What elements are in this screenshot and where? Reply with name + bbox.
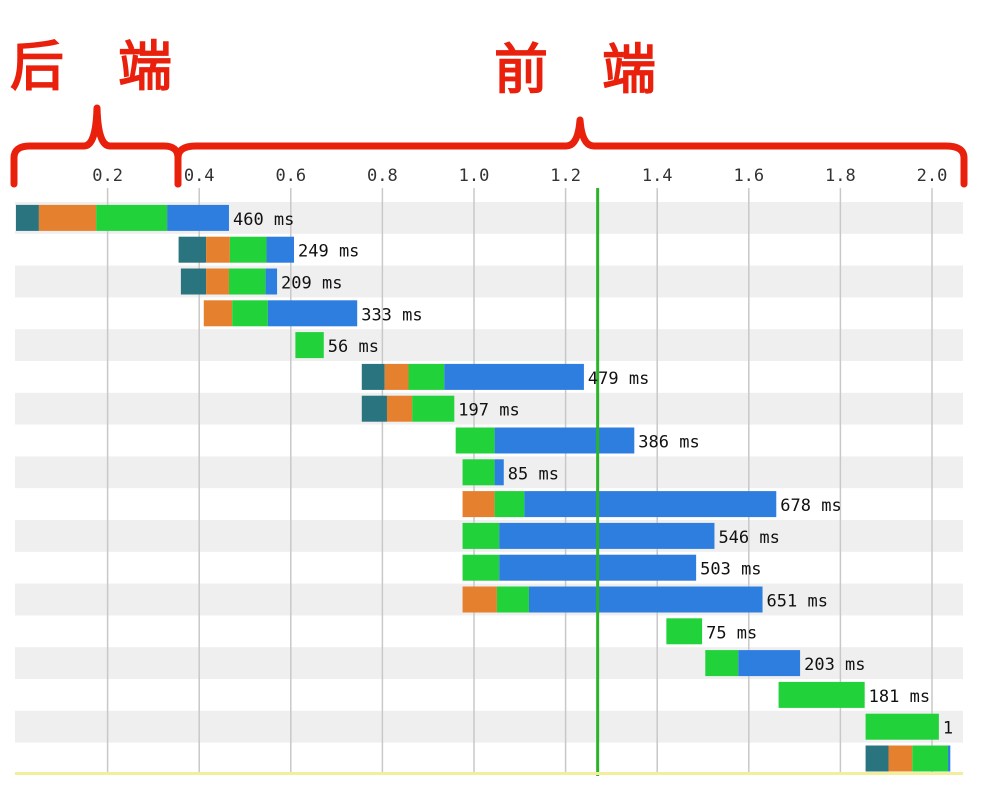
x-tick-label: 1.0 [459,166,490,186]
bar-segment-download [528,586,763,613]
bar-segment-download [494,427,635,454]
bar-segment-download [444,363,584,390]
duration-label: 181 ms [869,687,930,707]
duration-label: 85 ms [508,464,559,484]
duration-label: 197 ms [458,401,519,421]
bar-segment-ttfb [412,395,455,422]
timeline-baseline [15,772,963,775]
duration-label: 503 ms [700,560,761,580]
duration-label: 546 ms [718,528,779,548]
bar-segment-download [524,491,777,518]
bar-segment-connect [462,491,495,518]
duration-label: 1 [943,719,953,739]
backend-label: 后 端 [10,35,172,98]
duration-label: 203 ms [804,655,865,675]
bar-segment-ttfb [494,491,525,518]
bar-segment-download [948,745,951,772]
bar-segment-ttfb [232,300,268,327]
bar-segment-ttfb [229,236,267,263]
bar-segment-ttfb [455,427,495,454]
row-stripe [15,392,963,425]
frontend-brace [174,116,968,188]
bar-segment-dns [361,363,385,390]
bar-segment-connect [206,268,229,295]
duration-label: 75 ms [706,623,757,643]
bar-segment-ttfb [462,459,495,486]
request-bars [16,204,951,772]
bar-segment-dns [865,745,889,772]
duration-label: 386 ms [638,433,699,453]
bar-segment-ttfb [228,268,266,295]
bar-segment-download [265,268,278,295]
duration-label: 249 ms [298,242,359,262]
x-tick-label: 0.6 [275,166,306,186]
bar-segment-ttfb [865,713,939,740]
bar-segment-ttfb [705,650,739,677]
duration-label: 333 ms [361,305,422,325]
duration-label: 460 ms [233,210,294,230]
bar-segment-download [167,204,229,231]
backend-brace [10,104,182,188]
bar-segment-ttfb [462,522,500,549]
bar-segment-ttfb [496,586,529,613]
row-stripe [15,647,963,679]
x-tick-label: 0.4 [184,166,215,186]
bar-segment-ttfb [462,554,500,581]
duration-label: 56 ms [328,337,379,357]
bar-segment-ttfb [96,204,168,231]
bar-segment-dns [180,268,207,295]
bar-segment-ttfb [295,332,324,359]
bar-segment-connect [462,586,497,613]
bar-segment-download [266,236,295,263]
bar-segment-download [494,459,504,486]
row-stripe [15,265,963,298]
x-axis-ticks: 0.2 0.4 0.6 0.8 1.0 1.2 1.4 1.6 1.8 2.0 [92,166,947,186]
bar-segment-connect [384,363,409,390]
x-tick-label: 2.0 [917,166,948,186]
duration-label: 209 ms [281,274,342,294]
x-tick-label: 1.4 [642,166,673,186]
x-tick-label: 1.8 [825,166,856,186]
bar-segment-connect [38,204,97,231]
bar-segment-download [267,300,358,327]
bar-segment-connect [203,300,233,327]
bar-segment-connect [888,745,913,772]
bar-segment-ttfb [778,681,865,708]
row-stripe [15,710,963,743]
bar-segment-dns [16,204,39,231]
bar-segment-connect [386,395,413,422]
x-tick-label: 1.6 [733,166,764,186]
x-tick-label: 0.2 [92,166,123,186]
duration-label: 651 ms [767,592,828,612]
bar-segment-ttfb [666,618,703,645]
frontend-label: 前 端 [494,38,656,101]
bar-segment-download [499,522,715,549]
row-stripe [15,329,963,361]
bar-segment-dns [178,236,207,263]
bar-segment-connect [206,236,230,263]
duration-label: 678 ms [780,496,841,516]
bar-segment-dns [361,395,387,422]
bar-segment-ttfb [408,363,445,390]
bar-segment-download [738,650,801,677]
duration-label: 479 ms [588,369,649,389]
x-tick-label: 1.2 [550,166,581,186]
x-tick-label: 0.8 [367,166,398,186]
bar-segment-ttfb [912,745,949,772]
